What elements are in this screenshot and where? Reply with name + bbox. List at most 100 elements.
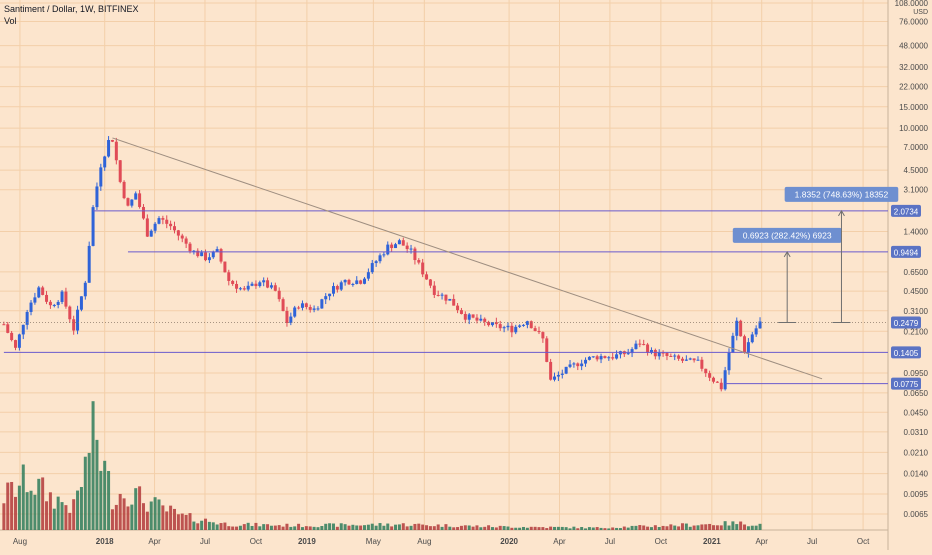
candle-body-36 xyxy=(141,206,145,219)
volume-bar-120 xyxy=(467,525,471,530)
volume-bar-18 xyxy=(72,499,76,530)
candle-body-105 xyxy=(409,248,413,250)
volume-bar-76 xyxy=(297,523,301,530)
volume-bar-99 xyxy=(386,523,390,530)
volume-bar-141 xyxy=(549,526,553,530)
candle-body-122 xyxy=(475,317,479,321)
candle-body-49 xyxy=(192,250,196,252)
candle-body-85 xyxy=(331,286,335,294)
candle-body-48 xyxy=(188,243,192,252)
candle-body-117 xyxy=(456,305,460,311)
candle-body-33 xyxy=(130,199,134,206)
candle-body-56 xyxy=(219,249,223,262)
volume-bar-31 xyxy=(122,498,126,530)
volume-bar-140 xyxy=(545,528,549,530)
volume-bar-90 xyxy=(351,524,355,530)
level-badge-0 xyxy=(891,204,921,217)
candle-body-77 xyxy=(300,303,304,308)
y-tick-label-1: 76.0000 xyxy=(899,17,928,26)
candle-body-58 xyxy=(227,272,231,281)
volume-bar-40 xyxy=(157,499,161,530)
volume-bar-77 xyxy=(300,527,304,530)
volume-bar-102 xyxy=(397,524,401,530)
candle-body-88 xyxy=(343,279,347,283)
candle-body-175 xyxy=(680,358,684,361)
volume-bar-142 xyxy=(553,526,557,530)
current-price-badge xyxy=(891,316,921,329)
candle-body-13 xyxy=(52,304,56,306)
candle-body-102 xyxy=(397,240,401,245)
x-tick-label-3: Jul xyxy=(200,537,210,546)
candle-body-168 xyxy=(653,349,657,357)
volume-bar-16 xyxy=(64,505,68,530)
volume-bar-21 xyxy=(83,456,87,530)
volume-bar-66 xyxy=(258,526,262,530)
volume-bar-2 xyxy=(10,481,14,530)
candle-body-52 xyxy=(204,252,208,261)
candle-body-95 xyxy=(370,263,374,273)
candle-body-162 xyxy=(630,349,634,354)
volume-bar-155 xyxy=(603,528,607,530)
volume-bar-72 xyxy=(281,526,285,530)
candle-body-116 xyxy=(452,298,456,306)
volume-bar-68 xyxy=(266,524,270,530)
volume-bar-28 xyxy=(110,509,114,530)
volume-bar-122 xyxy=(475,525,479,530)
volume-bar-194 xyxy=(754,525,758,530)
volume-bar-107 xyxy=(417,523,421,530)
candle-body-167 xyxy=(649,349,653,353)
volume-bar-67 xyxy=(262,524,266,530)
volume-bar-33 xyxy=(130,504,134,530)
volume-bar-195 xyxy=(758,523,762,530)
volume-bar-54 xyxy=(211,522,215,530)
measure-label-0: 0.6923 (282.42%) 6923 xyxy=(743,230,832,240)
volume-bar-168 xyxy=(653,525,657,530)
candle-body-125 xyxy=(487,321,491,326)
volume-bar-56 xyxy=(219,523,223,530)
candle-body-62 xyxy=(242,288,246,290)
candle-body-154 xyxy=(599,356,603,360)
candle-body-187 xyxy=(727,352,731,371)
candle-body-23 xyxy=(91,207,95,246)
volume-bar-119 xyxy=(463,525,467,530)
volume-bar-162 xyxy=(630,525,634,530)
volume-bar-83 xyxy=(324,523,328,530)
candle-body-188 xyxy=(731,335,735,353)
candle-body-74 xyxy=(289,316,293,323)
volume-bar-81 xyxy=(316,527,320,530)
volume-bar-104 xyxy=(405,526,409,530)
level-badge-2 xyxy=(891,346,921,359)
candle-body-119 xyxy=(463,313,467,320)
y-tick-label-14: 0.2100 xyxy=(904,327,929,336)
x-tick-label-9: Apr xyxy=(553,537,566,546)
volume-bar-138 xyxy=(537,527,541,530)
volume-bar-64 xyxy=(250,525,254,530)
volume-bar-13 xyxy=(52,508,56,530)
candle-body-136 xyxy=(529,321,533,329)
candle-body-153 xyxy=(595,356,599,360)
candle-body-75 xyxy=(293,307,297,317)
candle-body-57 xyxy=(223,261,227,273)
volume-bar-178 xyxy=(692,525,696,530)
candle-body-12 xyxy=(48,301,52,306)
volume-bar-12 xyxy=(48,492,52,530)
volume-bar-87 xyxy=(339,523,343,530)
volume-bar-129 xyxy=(502,526,506,530)
volume-bar-185 xyxy=(719,525,723,530)
volume-bar-3 xyxy=(14,496,18,530)
y-tick-label-2: 48.0000 xyxy=(899,42,928,51)
candle-body-47 xyxy=(184,238,188,244)
candle-body-67 xyxy=(262,280,266,283)
candle-body-111 xyxy=(432,285,436,295)
candle-body-114 xyxy=(444,294,448,301)
volume-bar-19 xyxy=(76,490,80,530)
candle-body-22 xyxy=(87,245,91,283)
volume-bar-97 xyxy=(378,523,382,530)
candle-body-128 xyxy=(498,324,502,329)
y-tick-label-22: 0.0065 xyxy=(904,510,929,519)
measure-box-0 xyxy=(732,227,842,243)
candle-body-174 xyxy=(677,355,681,359)
candle-body-63 xyxy=(246,285,250,290)
